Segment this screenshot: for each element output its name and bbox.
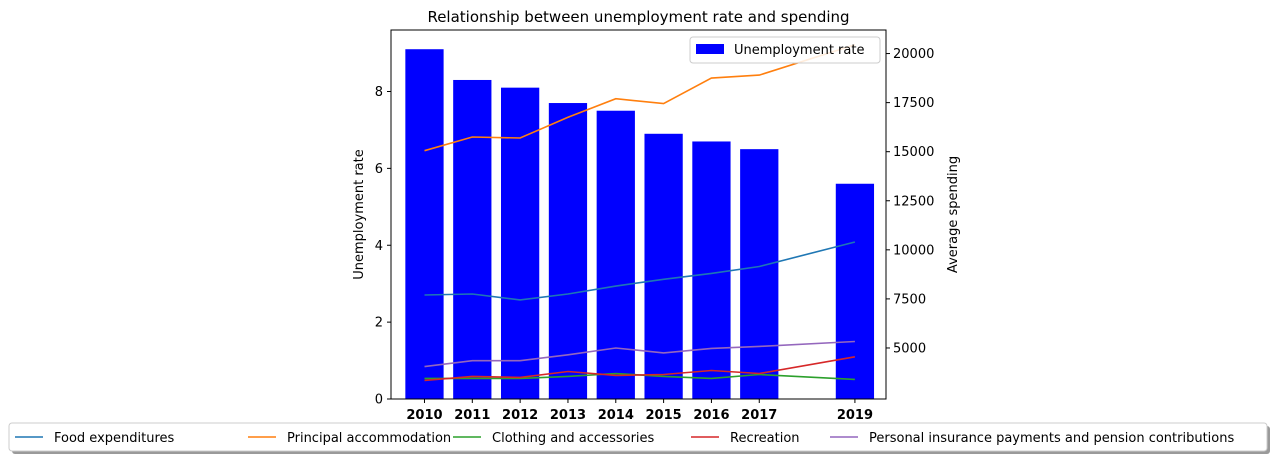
y-tick-label-left: 4 bbox=[375, 239, 383, 254]
y-tick-label-left: 2 bbox=[375, 316, 383, 331]
series-line-1 bbox=[424, 241, 856, 301]
bar-legend-frame bbox=[689, 36, 881, 64]
bar-2019 bbox=[835, 183, 875, 399]
x-tick-label-2012: 2012 bbox=[502, 408, 538, 423]
bar-legend-swatch bbox=[696, 44, 724, 54]
y-tick-label-right: 7500 bbox=[893, 292, 926, 307]
line-legend: Food expenditures Principal accommodation… bbox=[8, 422, 1270, 454]
x-axis: 2010 2011 2012 2013 2014 2015 2016 2017 2019 bbox=[406, 399, 873, 423]
y-axis-left: 0 2 4 6 8 bbox=[375, 85, 391, 408]
x-tick-label-2019: 2019 bbox=[837, 408, 873, 423]
line-legend-label-1: Food expenditures bbox=[54, 431, 175, 446]
y-tick-label-right: 17500 bbox=[893, 96, 934, 111]
chart-title: Relationship between unemployment rate a… bbox=[427, 8, 849, 26]
y-axis-label-right: Average spending bbox=[946, 156, 961, 273]
bar-2016 bbox=[692, 141, 731, 399]
line-legend-label-2: Principal accommodation bbox=[287, 431, 451, 446]
bar-legend: Unemployment rate bbox=[689, 36, 881, 64]
bars bbox=[405, 49, 875, 399]
line-legend-label-4: Recreation bbox=[730, 431, 800, 446]
x-tick-label-2011: 2011 bbox=[454, 408, 490, 423]
bar-2017 bbox=[740, 149, 779, 399]
series-line-3 bbox=[424, 372, 855, 381]
bar-2010 bbox=[405, 49, 444, 399]
bar-2011 bbox=[453, 79, 492, 399]
series-line-2 bbox=[424, 43, 856, 152]
bar-legend-label: Unemployment rate bbox=[734, 43, 864, 58]
bar-2012 bbox=[501, 87, 540, 399]
series-line-5 bbox=[424, 340, 855, 368]
line-legend-label-3: Clothing and accessories bbox=[492, 431, 655, 446]
y-tick-label-right: 20000 bbox=[893, 47, 934, 62]
y-tick-label-left: 6 bbox=[375, 162, 383, 177]
bar-2015 bbox=[644, 133, 683, 399]
y-tick-label-right: 10000 bbox=[893, 243, 934, 258]
x-tick-label-2013: 2013 bbox=[550, 408, 586, 423]
x-tick-label-2014: 2014 bbox=[598, 408, 634, 423]
series-lines bbox=[424, 43, 856, 382]
x-tick-label-2015: 2015 bbox=[646, 408, 682, 423]
y-tick-label-right: 15000 bbox=[893, 145, 934, 160]
y-tick-label-left: 0 bbox=[375, 393, 383, 408]
bar-2014 bbox=[596, 110, 635, 399]
y-axis-label-left: Unemployment rate bbox=[352, 149, 367, 279]
bar-2013 bbox=[548, 103, 588, 399]
line-legend-label-5: Personal insurance payments and pension … bbox=[869, 431, 1234, 446]
y-tick-label-right: 5000 bbox=[893, 341, 926, 356]
y-tick-label-left: 8 bbox=[375, 85, 383, 100]
x-tick-label-2010: 2010 bbox=[406, 408, 442, 423]
x-tick-label-2017: 2017 bbox=[741, 408, 777, 423]
y-tick-label-right: 12500 bbox=[893, 194, 934, 209]
series-line-4 bbox=[424, 356, 856, 382]
y-axis-right: 5000 7500 10000 12500 15000 17500 20000 bbox=[886, 47, 934, 356]
x-tick-label-2016: 2016 bbox=[693, 408, 729, 423]
line-legend-frame bbox=[8, 422, 1268, 452]
plot-frame bbox=[390, 29, 887, 400]
